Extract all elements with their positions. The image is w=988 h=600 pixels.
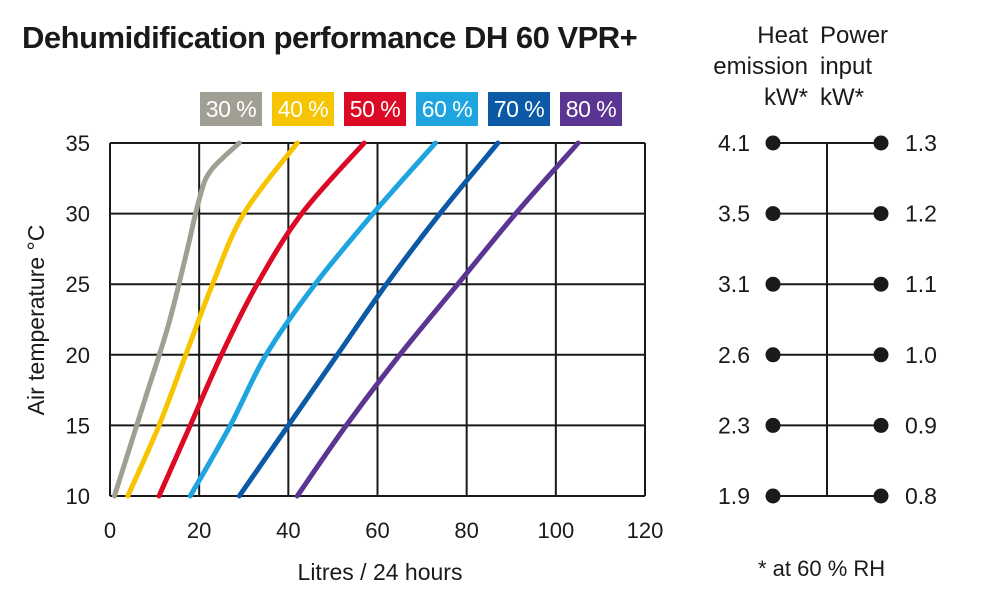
- heat-emission-value: 1.9: [718, 483, 750, 509]
- heat-emission-value: 3.5: [718, 201, 750, 227]
- legend-item: 80 %: [560, 92, 622, 126]
- legend-item: 50 %: [344, 92, 406, 126]
- y-axis-label: Air temperature °C: [23, 225, 49, 416]
- side-scale: 4.1 1.3 3.5 1.2 3.1 1.1 2.6 1.0 2.3 0.9 1.9 0.8: [718, 130, 937, 509]
- heat-emission-dot: [765, 276, 781, 292]
- heat-emission-dot: [765, 135, 781, 151]
- power-input-value: 0.8: [905, 483, 937, 509]
- series-line-80: [294, 140, 581, 499]
- heat-emission-value: 4.1: [718, 130, 750, 156]
- x-tick-label: 40: [276, 518, 300, 543]
- y-tick-label: 20: [66, 343, 90, 368]
- power-input-value: 1.2: [905, 201, 937, 227]
- series-line-50: [156, 140, 367, 499]
- y-tick-label: 10: [66, 484, 90, 509]
- x-tick-label: 80: [454, 518, 478, 543]
- y-tick-label: 15: [66, 413, 90, 438]
- heat-emission-value: 2.6: [718, 342, 750, 368]
- x-tick-label: 60: [365, 518, 389, 543]
- heat-emission-dot: [765, 206, 781, 222]
- legend-item: 70 %: [488, 92, 550, 126]
- y-tick-label: 25: [66, 272, 90, 297]
- series-line-70: [236, 140, 501, 499]
- heat-emission-value: 2.3: [718, 412, 750, 438]
- power-input-dot: [873, 417, 889, 433]
- x-tick-label: 0: [104, 518, 116, 543]
- power-input-dot: [873, 347, 889, 363]
- series-line-40: [125, 140, 300, 499]
- power-input-value: 1.3: [905, 130, 937, 156]
- x-tick-label: 120: [627, 518, 664, 543]
- x-tick-label: 20: [187, 518, 211, 543]
- legend-item: 60 %: [416, 92, 478, 126]
- y-tick-label: 35: [66, 131, 90, 156]
- ticks: 0 20 40 60 80 100 120 10 15 20 25 30 35: [66, 131, 664, 543]
- power-input-header: Power input kW*: [820, 22, 889, 111]
- series-line-30: [111, 140, 242, 499]
- heat-emission-dot: [765, 417, 781, 433]
- x-axis-label: Litres / 24 hours: [298, 559, 463, 585]
- power-input-dot: [873, 135, 889, 151]
- footnote: * at 60 % RH: [758, 556, 886, 581]
- legend-item: 30 %: [200, 92, 262, 126]
- chart-title: Dehumidification performance DH 60 VPR+: [22, 20, 638, 55]
- heat-emission-header: Heat emission kW*: [713, 22, 808, 111]
- power-input-value: 1.0: [905, 342, 937, 368]
- power-input-value: 1.1: [905, 271, 937, 297]
- power-input-dot: [873, 206, 889, 222]
- y-tick-label: 30: [66, 202, 90, 227]
- heat-emission-value: 3.1: [718, 271, 750, 297]
- series-line-60: [187, 140, 438, 499]
- curves: [111, 140, 581, 499]
- plot-grid: [109, 142, 646, 497]
- legend: 30 % 40 % 50 % 60 % 70 % 80 %: [200, 92, 622, 126]
- heat-emission-dot: [765, 347, 781, 363]
- power-input-value: 0.9: [905, 412, 937, 438]
- legend-item: 40 %: [272, 92, 334, 126]
- heat-emission-dot: [765, 488, 781, 504]
- x-tick-label: 100: [537, 518, 574, 543]
- power-input-dot: [873, 276, 889, 292]
- power-input-dot: [873, 488, 889, 504]
